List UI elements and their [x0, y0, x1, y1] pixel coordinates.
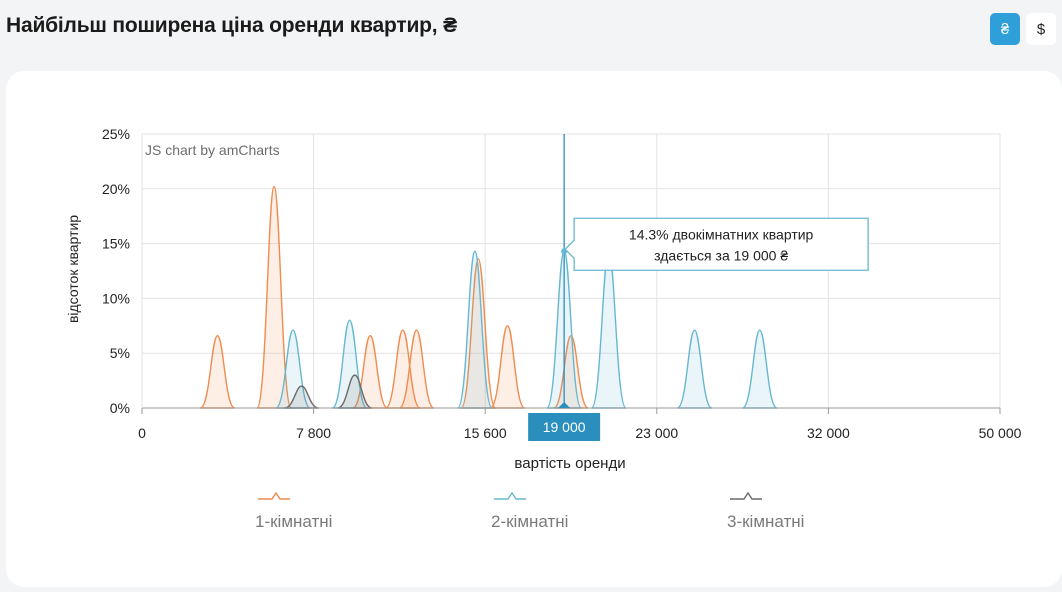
x-tick-label: 32 000 — [807, 425, 850, 441]
legend-item-1[interactable]: 1-кімнатні — [255, 491, 332, 531]
series-3 — [284, 374, 373, 409]
x-tick-label: 23 000 — [635, 425, 678, 441]
legend-item-3[interactable]: 3-кімнатні — [727, 491, 804, 531]
tooltip-box — [564, 217, 869, 271]
y-tick-label: 0% — [110, 400, 130, 416]
series-1-peak[interactable] — [460, 258, 497, 409]
y-tick-label: 5% — [110, 345, 130, 361]
tooltip-line-1: 14.3% двокімнатних квартир — [629, 226, 814, 242]
legend-marker-1 — [258, 491, 290, 500]
y-tick-label: 25% — [102, 126, 130, 142]
series-2-peak[interactable] — [331, 319, 368, 409]
amcharts-watermark[interactable]: JS chart by amCharts — [145, 142, 280, 158]
cursor-value-label: 19 000 — [543, 419, 586, 435]
tooltip-line-2: здається за 19 000 ₴ — [654, 247, 788, 263]
series-1-peak[interactable] — [553, 334, 589, 409]
chart-card: 0% 5% 10% 15% 20% 25% 0 7 800 15 600 23 000 32 000… — [6, 71, 1062, 587]
chart-series-areas — [199, 185, 778, 409]
x-tick-label: 50 000 — [979, 425, 1022, 441]
chart-legend: 1-кімнатні 2-кімнатні 3-кімнатні — [255, 491, 804, 531]
cursor-value-badge — [528, 413, 601, 441]
x-axis-title: вартість оренди — [514, 455, 625, 472]
series-1-peak[interactable] — [199, 334, 236, 409]
series-2-peak[interactable] — [275, 329, 311, 409]
chart-cursor: 19 000 — [528, 134, 601, 441]
series-2-peak[interactable] — [741, 329, 778, 409]
legend-marker-2 — [494, 491, 526, 500]
y-tick-label: 10% — [102, 290, 130, 306]
x-tick-label: 7 800 — [296, 425, 331, 441]
x-tick-label: 15 600 — [464, 425, 507, 441]
y-tick-label: 20% — [102, 181, 130, 197]
legend-label-2: 2-кімнатні — [491, 512, 568, 531]
page-title: Найбільш поширена ціна оренди квартир, ₴ — [6, 14, 457, 37]
series-1-peak[interactable] — [398, 329, 435, 409]
series-3-peak[interactable] — [337, 374, 373, 409]
chart-tooltip: 14.3% двокімнатних квартир здається за 19… — [564, 217, 869, 271]
currency-usd-button[interactable]: $ — [1026, 13, 1056, 45]
legend-marker-3 — [730, 491, 762, 500]
rent-distribution-chart: 0% 5% 10% 15% 20% 25% 0 7 800 15 600 23 000 32 000… — [65, 126, 1022, 531]
series-2-peak[interactable] — [676, 329, 713, 409]
legend-item-2[interactable]: 2-кімнатні — [491, 491, 568, 531]
series-3-peak[interactable] — [284, 385, 319, 409]
series-1-peak[interactable] — [385, 329, 421, 409]
currency-toggle: ₴ $ — [990, 13, 1056, 45]
x-tick-label: 0 — [138, 425, 146, 441]
chart-axes: 0% 5% 10% 15% 20% 25% 0 7 800 15 600 23 000 32 000… — [102, 126, 1022, 441]
legend-label-3: 3-кімнатні — [727, 512, 804, 531]
series-2 — [275, 250, 778, 409]
series-2-peak[interactable] — [457, 250, 493, 409]
currency-uah-button[interactable]: ₴ — [990, 13, 1020, 45]
series-1-peak[interactable] — [489, 325, 526, 409]
series-2-peak[interactable] — [590, 250, 627, 409]
cursor-pointer — [558, 402, 571, 408]
y-axis-title: відсоток квартир — [65, 215, 81, 323]
y-tick-label: 15% — [102, 236, 130, 252]
series-1 — [199, 185, 589, 409]
legend-label-1: 1-кімнатні — [255, 512, 332, 531]
